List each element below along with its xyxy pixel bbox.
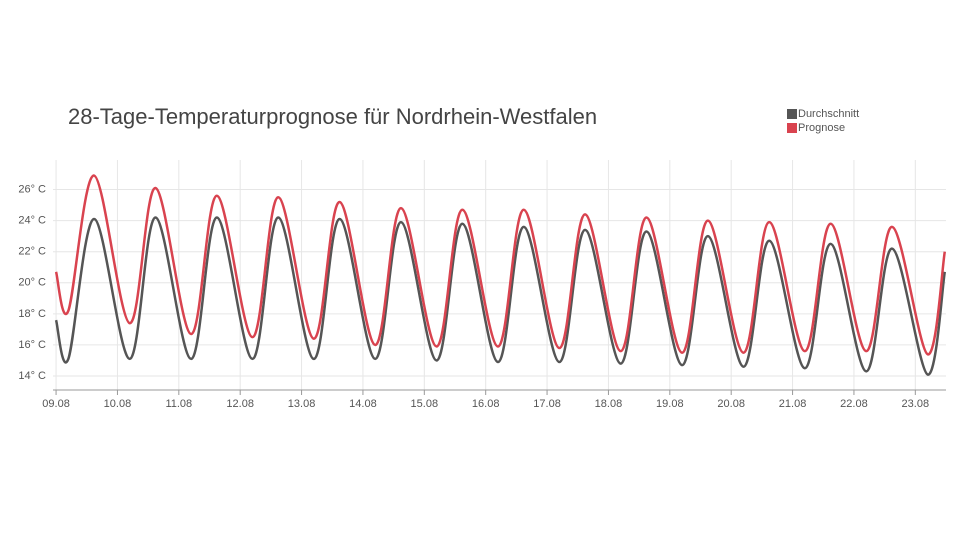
x-tick-label: 12.08 <box>226 398 254 410</box>
x-tick-label: 10.08 <box>104 398 132 410</box>
legend-label: Durchschnitt <box>798 108 859 120</box>
y-tick-label: 16° C <box>18 339 46 351</box>
x-tick-label: 22.08 <box>840 398 868 410</box>
x-tick-label: 23.08 <box>902 398 930 410</box>
x-tick-label: 16.08 <box>472 398 500 410</box>
y-tick-label: 26° C <box>18 183 46 195</box>
series-line <box>54 174 947 356</box>
x-tick-label: 19.08 <box>656 398 684 410</box>
x-tick-label: 14.08 <box>349 398 377 410</box>
x-tick-label: 18.08 <box>595 398 623 410</box>
y-tick-label: 22° C <box>18 246 46 258</box>
x-tick-label: 15.08 <box>411 398 439 410</box>
x-tick-label: 20.08 <box>717 398 745 410</box>
legend-label: Prognose <box>798 122 845 134</box>
legend-swatch <box>787 109 797 119</box>
x-tick-label: 17.08 <box>533 398 561 410</box>
y-tick-label: 20° C <box>18 277 46 289</box>
x-tick-label: 11.08 <box>165 398 192 410</box>
y-tick-label: 18° C <box>18 308 46 320</box>
y-tick-label: 24° C <box>18 215 46 227</box>
x-tick-label: 09.08 <box>42 398 70 410</box>
y-tick-label: 14° C <box>18 370 46 382</box>
chart-title: 28-Tage-Temperaturprognose für Nordrhein… <box>68 104 597 129</box>
x-tick-label: 13.08 <box>288 398 316 410</box>
x-tick-label: 21.08 <box>779 398 807 410</box>
legend-swatch <box>787 123 797 133</box>
series-line <box>54 216 947 376</box>
